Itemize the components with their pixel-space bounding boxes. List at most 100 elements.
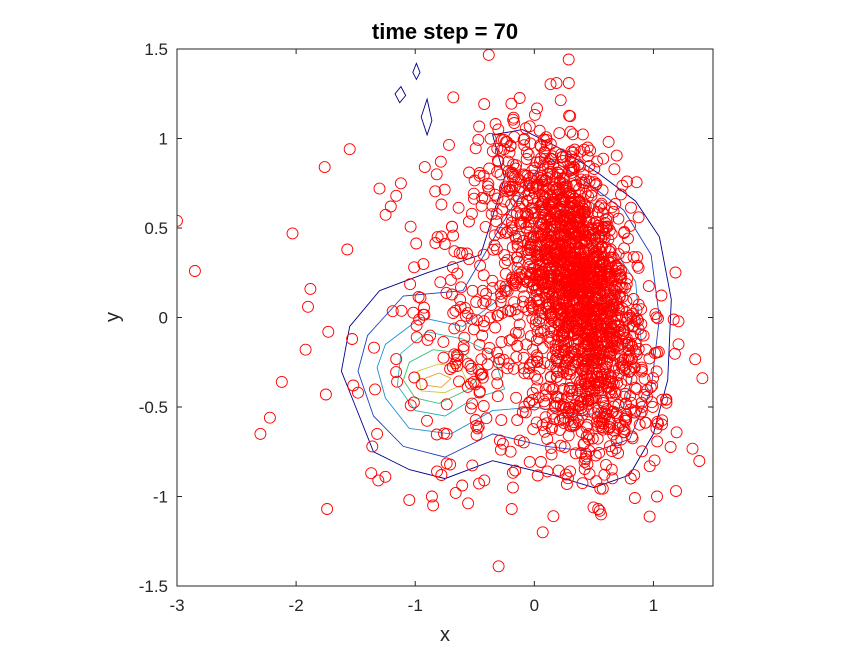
data-point <box>479 220 492 233</box>
data-point <box>587 501 600 514</box>
data-point <box>531 351 544 364</box>
x-axis-label: x <box>440 624 450 646</box>
data-point <box>594 482 607 495</box>
data-point <box>550 77 563 90</box>
data-point <box>404 399 417 412</box>
data-point <box>541 213 554 226</box>
data-point <box>601 321 613 334</box>
data-point <box>593 271 606 284</box>
data-point <box>477 248 490 261</box>
data-point <box>446 220 458 233</box>
data-point <box>511 414 524 427</box>
data-point <box>451 267 464 280</box>
data-point <box>538 152 551 165</box>
data-point <box>511 241 524 253</box>
data-point <box>565 162 577 175</box>
data-point <box>444 363 457 375</box>
data-point <box>455 281 467 294</box>
data-point <box>545 421 558 434</box>
data-point <box>586 296 599 309</box>
data-point <box>517 295 529 308</box>
data-point <box>595 335 608 348</box>
data-point <box>615 188 627 201</box>
data-point <box>660 396 673 409</box>
data-point <box>555 213 568 226</box>
data-point <box>447 307 460 319</box>
data-point <box>524 358 536 371</box>
data-point <box>434 276 447 289</box>
data-point <box>541 298 554 311</box>
data-point <box>568 337 581 350</box>
data-point <box>550 362 563 375</box>
data-point <box>562 231 575 244</box>
data-point <box>568 143 581 156</box>
data-point <box>536 342 549 355</box>
data-point <box>583 444 596 457</box>
data-point <box>530 416 543 429</box>
data-point <box>577 220 590 233</box>
data-point <box>607 405 619 418</box>
data-point <box>534 246 547 259</box>
data-point <box>613 330 626 343</box>
data-point <box>651 435 664 448</box>
data-point <box>504 445 517 458</box>
data-point <box>491 377 504 390</box>
data-point <box>471 422 484 435</box>
data-point <box>386 305 399 318</box>
data-point <box>518 139 531 152</box>
data-point <box>511 308 524 321</box>
data-point <box>593 302 606 315</box>
data-point <box>571 325 584 338</box>
data-point <box>489 188 502 201</box>
data-point <box>575 235 588 248</box>
data-point <box>619 331 631 344</box>
data-point <box>535 265 548 278</box>
data-point <box>558 340 570 353</box>
data-point <box>585 369 598 382</box>
data-point <box>593 366 606 379</box>
data-point <box>563 217 576 230</box>
data-point <box>473 385 486 398</box>
data-point <box>513 434 526 447</box>
data-point <box>564 308 577 321</box>
data-point <box>430 428 443 441</box>
data-point <box>619 397 632 410</box>
data-point <box>577 297 590 310</box>
data-point <box>592 243 605 256</box>
data-point <box>510 232 523 245</box>
data-point <box>672 338 685 351</box>
data-point <box>495 414 508 427</box>
data-point <box>547 510 560 523</box>
data-point <box>457 343 470 356</box>
data-point <box>530 382 543 395</box>
data-point <box>639 416 652 429</box>
data-point <box>530 289 543 302</box>
data-point <box>566 384 579 397</box>
data-point <box>522 304 535 317</box>
data-point <box>563 236 576 249</box>
data-point <box>477 269 490 282</box>
data-point <box>365 467 378 480</box>
data-point <box>577 251 590 264</box>
data-point <box>369 383 381 396</box>
data-point <box>574 205 586 217</box>
data-point <box>636 445 649 458</box>
data-point <box>494 168 507 181</box>
data-point <box>596 255 609 268</box>
data-point <box>437 351 450 364</box>
data-point <box>486 200 499 213</box>
data-point <box>667 313 680 326</box>
data-point <box>540 275 553 288</box>
data-point <box>567 419 580 432</box>
data-point <box>602 272 615 285</box>
data-point <box>569 447 582 460</box>
data-point <box>545 307 558 320</box>
data-point <box>446 261 459 274</box>
data-point <box>554 274 567 286</box>
data-point <box>486 145 499 158</box>
data-point <box>600 221 613 234</box>
data-point <box>588 379 601 392</box>
data-point <box>524 268 537 281</box>
data-point <box>561 215 573 228</box>
